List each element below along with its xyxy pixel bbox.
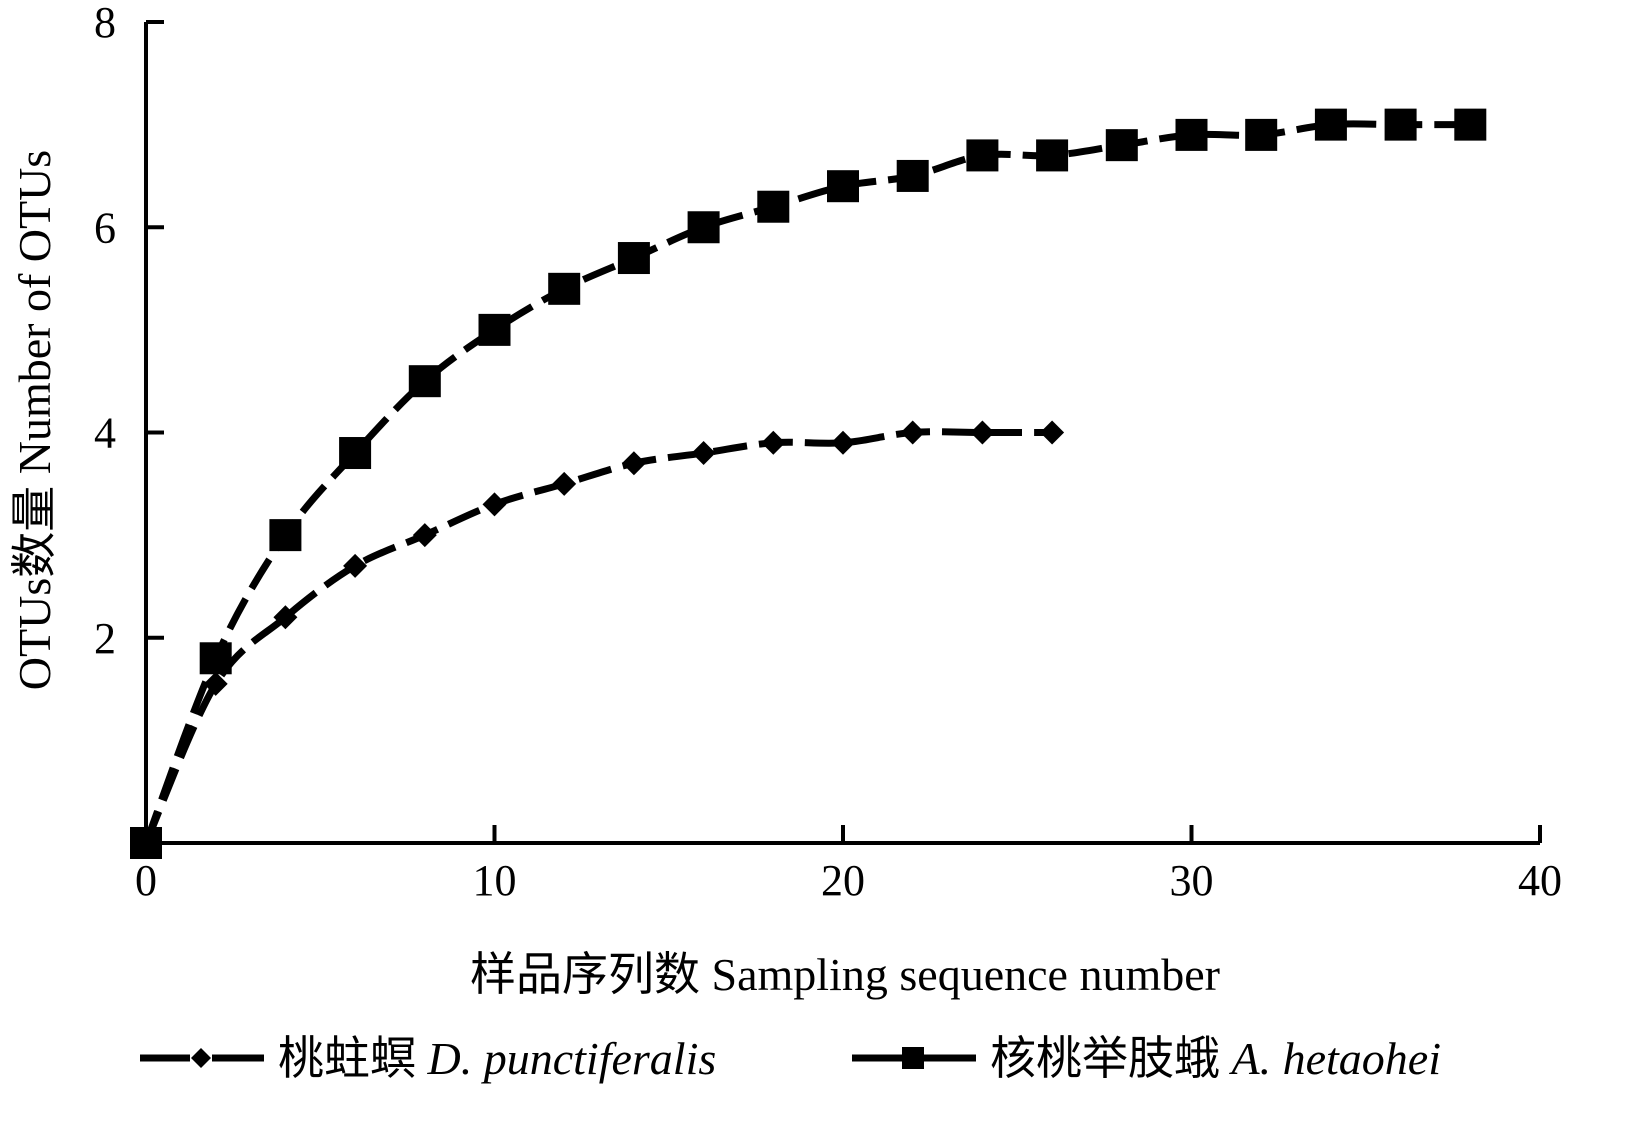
data-point bbox=[827, 170, 859, 203]
data-point bbox=[691, 441, 716, 466]
series-diamond bbox=[134, 420, 1065, 855]
x-tick-label: 0 bbox=[135, 856, 157, 905]
y-tick-label: 8 bbox=[94, 0, 116, 47]
data-point bbox=[199, 642, 232, 675]
data-point bbox=[896, 159, 929, 192]
x-tick-label: 10 bbox=[473, 856, 517, 905]
data-point bbox=[130, 827, 162, 859]
data-point bbox=[548, 272, 581, 305]
data-point bbox=[757, 190, 790, 223]
data-point bbox=[273, 605, 298, 630]
data-point bbox=[617, 242, 650, 275]
data-point bbox=[478, 313, 511, 346]
data-point bbox=[408, 365, 441, 398]
x-tick-label: 30 bbox=[1170, 856, 1214, 905]
data-point bbox=[1454, 108, 1487, 141]
series-line bbox=[142, 428, 1053, 845]
legend-label: 桃蛀螟 D. punctiferalis bbox=[278, 1033, 716, 1084]
data-point bbox=[900, 420, 925, 445]
data-point bbox=[1314, 108, 1347, 141]
axes: 0 10 20 30 40 2 4 6 8 bbox=[94, 0, 1562, 905]
x-tick-label: 20 bbox=[821, 856, 865, 905]
data-point bbox=[621, 451, 646, 476]
legend-item-diamond: 桃蛀螟 D. punctiferalis bbox=[140, 1033, 716, 1084]
data-point bbox=[482, 492, 507, 517]
y-tick-label: 2 bbox=[94, 614, 116, 663]
data-point bbox=[1384, 108, 1417, 141]
data-point bbox=[1036, 139, 1069, 172]
legend-marker bbox=[902, 1047, 924, 1069]
series-layer bbox=[130, 108, 1487, 859]
data-point bbox=[203, 671, 228, 696]
data-point bbox=[966, 139, 999, 172]
y-axis-title: OTUs数量 Number of OTUs bbox=[9, 150, 60, 690]
data-point bbox=[831, 430, 855, 455]
data-point bbox=[1105, 129, 1138, 162]
data-point bbox=[269, 519, 302, 552]
y-tick-label: 6 bbox=[94, 203, 116, 252]
legend-item-square: 核桃举肢蛾 A. hetaohei bbox=[852, 1033, 1441, 1084]
series-line bbox=[142, 120, 1471, 845]
series-square bbox=[130, 108, 1487, 859]
x-tick-label: 40 bbox=[1518, 856, 1562, 905]
legend-marker bbox=[191, 1048, 211, 1068]
data-point bbox=[1245, 118, 1278, 151]
data-point bbox=[339, 437, 372, 470]
data-point bbox=[761, 430, 786, 455]
x-axis-title: 样品序列数 Sampling sequence number bbox=[470, 949, 1220, 1000]
data-point bbox=[1175, 118, 1208, 151]
data-point bbox=[552, 471, 577, 496]
data-point bbox=[1040, 420, 1065, 445]
data-point bbox=[687, 211, 720, 244]
data-point bbox=[412, 523, 437, 548]
data-point bbox=[343, 553, 368, 578]
y-tick-label: 4 bbox=[94, 409, 116, 458]
data-point bbox=[970, 420, 995, 445]
legend-label: 核桃举肢蛾 A. hetaohei bbox=[990, 1033, 1441, 1084]
legend: 桃蛀螟 D. punctiferalis 核桃举肢蛾 A. hetaohei bbox=[140, 1033, 1441, 1084]
